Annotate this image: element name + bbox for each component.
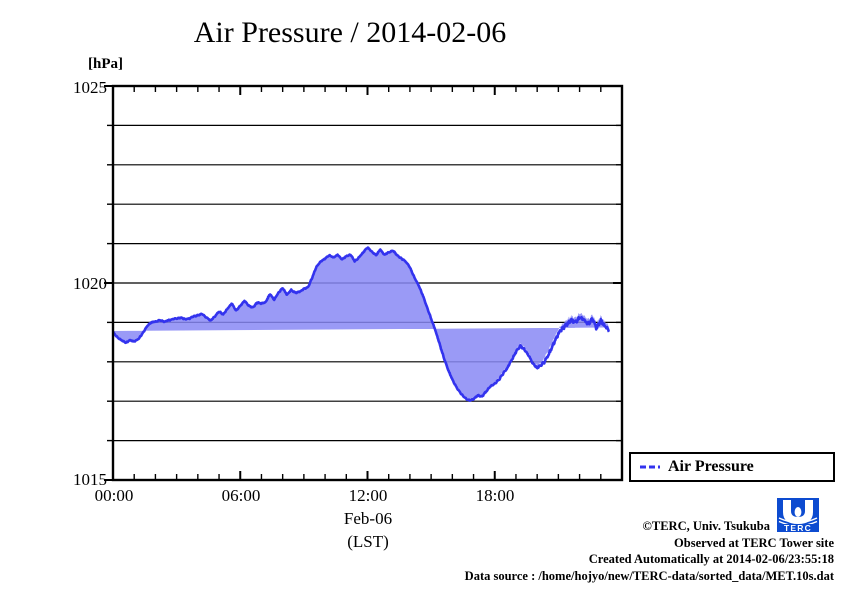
legend-label-air-pressure: Air Pressure bbox=[668, 458, 754, 475]
terc-logo: TERC bbox=[777, 498, 819, 532]
svg-text:TERC: TERC bbox=[784, 523, 812, 532]
legend-item-air-pressure: Air Pressure bbox=[639, 458, 754, 476]
x-tick-label-0000: 00:00 bbox=[94, 486, 134, 505]
footer-copyright: ©TERC, Univ. Tsukuba bbox=[642, 519, 770, 533]
legend: Air Pressure bbox=[629, 452, 835, 482]
y-axis-unit-label: [hPa] bbox=[88, 56, 123, 72]
footer-data-source: Data source : /home/hojyo/new/TERC-data/… bbox=[464, 569, 834, 583]
plot-frame bbox=[111, 84, 624, 482]
series-line-air-pressure bbox=[112, 246, 611, 402]
footer-observed-at: Observed at TERC Tower site bbox=[674, 536, 834, 550]
x-tick-label-1200: 12:00 bbox=[348, 486, 388, 505]
x-tick-label-0600: 06:00 bbox=[221, 486, 261, 505]
y-tick-label-1025: 1025 bbox=[73, 78, 107, 97]
y-tick-label-1020: 1020 bbox=[73, 274, 107, 293]
chart-title: Air Pressure / 2014-02-06 bbox=[193, 16, 507, 49]
series-noise-band bbox=[113, 246, 609, 400]
y-tick-label-1015: 1015 bbox=[73, 470, 107, 489]
x-axis-date-label: Feb-06 bbox=[343, 509, 393, 528]
x-tick-label-1800: 18:00 bbox=[475, 486, 515, 505]
x-axis-timezone-label: (LST) bbox=[347, 532, 389, 551]
legend-line-icon bbox=[640, 465, 660, 469]
footer-created-at: Created Automatically at 2014-02-06/23:5… bbox=[588, 552, 834, 566]
